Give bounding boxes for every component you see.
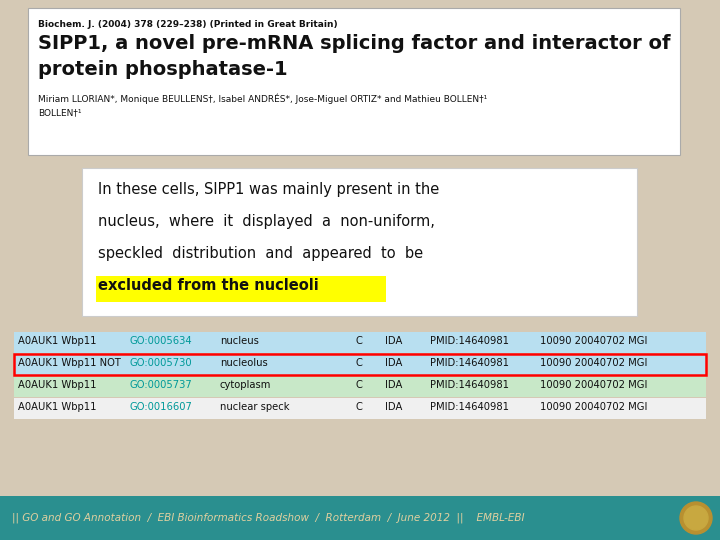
Text: protein phosphatase-1: protein phosphatase-1 (38, 60, 287, 79)
Text: IDA: IDA (385, 336, 402, 346)
Text: 10090 20040702 MGI: 10090 20040702 MGI (540, 402, 647, 412)
Text: IDA: IDA (385, 380, 402, 390)
Bar (0, 496, 720, 540)
Text: In these cells, SIPP1 was mainly present in the: In these cells, SIPP1 was mainly present… (98, 182, 439, 197)
Circle shape (684, 506, 708, 530)
Text: 10090 20040702 MGI: 10090 20040702 MGI (540, 358, 647, 368)
Text: A0AUK1 Wbp11: A0AUK1 Wbp11 (18, 380, 96, 390)
Text: GO:0005737: GO:0005737 (130, 380, 193, 390)
Text: C: C (355, 380, 362, 390)
Text: Miriam LLORIAN*, Monique BEULLENS†, Isabel ANDRÉS*, Jose-Miguel ORTIZ* and Mathi: Miriam LLORIAN*, Monique BEULLENS†, Isab… (38, 94, 487, 105)
Text: BOLLEN†¹: BOLLEN†¹ (38, 108, 81, 117)
Text: excluded from the nucleoli: excluded from the nucleoli (98, 278, 319, 293)
Text: 10090 20040702 MGI: 10090 20040702 MGI (540, 336, 647, 346)
Text: SIPP1, a novel pre-mRNA splicing factor and interactor of: SIPP1, a novel pre-mRNA splicing factor … (38, 34, 670, 53)
Text: GO:0005634: GO:0005634 (130, 336, 193, 346)
Bar (14, 332, 706, 353)
Bar (96, 276, 386, 302)
Text: C: C (355, 358, 362, 368)
Bar (14, 398, 706, 419)
Text: GO:0016607: GO:0016607 (130, 402, 193, 412)
Text: A0AUK1 Wbp11: A0AUK1 Wbp11 (18, 402, 96, 412)
Text: nucleus,  where  it  displayed  a  non-uniform,: nucleus, where it displayed a non-unifor… (98, 214, 435, 229)
Text: PMID:14640981: PMID:14640981 (430, 402, 509, 412)
Text: 10090 20040702 MGI: 10090 20040702 MGI (540, 380, 647, 390)
Text: PMID:14640981: PMID:14640981 (430, 358, 509, 368)
Text: speckled  distribution  and  appeared  to  be: speckled distribution and appeared to be (98, 246, 423, 261)
Text: A0AUK1 Wbp11: A0AUK1 Wbp11 (18, 336, 96, 346)
Bar (28, 8, 680, 155)
Text: cytoplasm: cytoplasm (220, 380, 271, 390)
Text: C: C (355, 336, 362, 346)
Text: nucleus: nucleus (220, 336, 259, 346)
Text: A0AUK1 Wbp11 NOT: A0AUK1 Wbp11 NOT (18, 358, 121, 368)
Bar (14, 354, 706, 375)
Bar (82, 168, 637, 316)
Text: nucleolus: nucleolus (220, 358, 268, 368)
Text: PMID:14640981: PMID:14640981 (430, 380, 509, 390)
Text: GO:0005730: GO:0005730 (130, 358, 193, 368)
Bar (14, 376, 706, 397)
Text: nuclear speck: nuclear speck (220, 402, 289, 412)
Text: IDA: IDA (385, 358, 402, 368)
Text: C: C (355, 402, 362, 412)
Bar (14, 354, 706, 375)
Text: IDA: IDA (385, 402, 402, 412)
Text: || GO and GO Annotation  /  EBI Bioinformatics Roadshow  /  Rotterdam  /  June 2: || GO and GO Annotation / EBI Bioinforma… (12, 513, 524, 523)
Circle shape (680, 502, 712, 534)
Text: PMID:14640981: PMID:14640981 (430, 336, 509, 346)
Text: Biochem. J. (2004) 378 (229–238) (Printed in Great Britain): Biochem. J. (2004) 378 (229–238) (Printe… (38, 20, 338, 29)
